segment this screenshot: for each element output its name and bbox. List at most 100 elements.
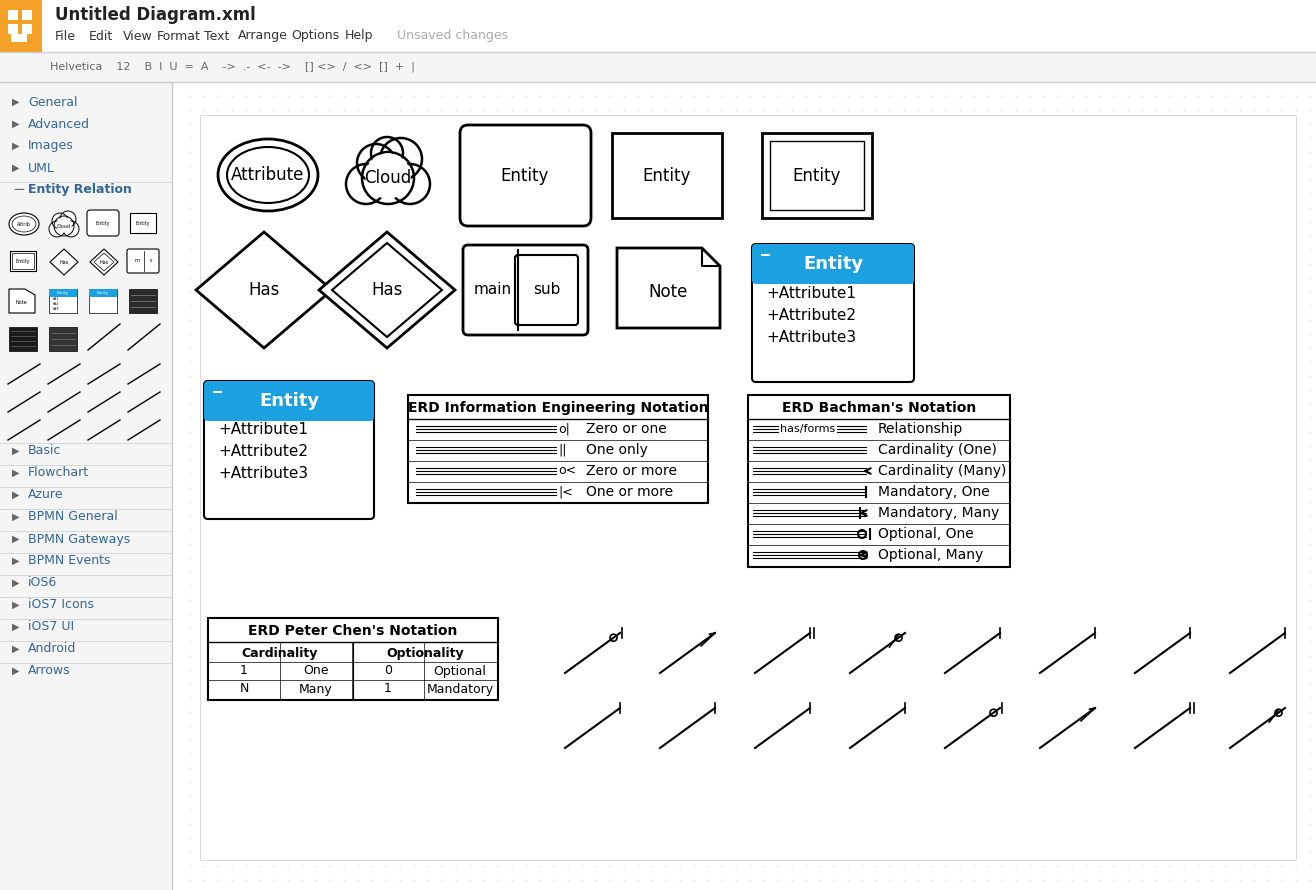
Text: Unsaved changes: Unsaved changes — [397, 29, 508, 43]
Text: iOS7 UI: iOS7 UI — [28, 620, 74, 634]
Text: ▶: ▶ — [12, 556, 20, 566]
Text: +Attribute1: +Attribute1 — [218, 423, 308, 438]
Text: Android: Android — [28, 643, 76, 656]
Text: +A3: +A3 — [53, 307, 59, 311]
Polygon shape — [50, 249, 78, 275]
Circle shape — [362, 152, 415, 204]
Text: Mandatory, One: Mandatory, One — [878, 485, 990, 499]
FancyBboxPatch shape — [208, 403, 370, 417]
Text: BPMN General: BPMN General — [28, 511, 117, 523]
Text: ▶: ▶ — [12, 141, 20, 151]
Text: Optionality: Optionality — [386, 646, 463, 659]
Text: +Attribute3: +Attribute3 — [218, 466, 308, 481]
Ellipse shape — [9, 213, 39, 235]
Text: iOS7 Icons: iOS7 Icons — [28, 598, 93, 611]
Text: 1: 1 — [384, 683, 392, 695]
Circle shape — [49, 221, 64, 237]
Text: s: s — [150, 258, 153, 263]
Text: ▶: ▶ — [12, 600, 20, 610]
Text: BPMN Events: BPMN Events — [28, 554, 111, 568]
Circle shape — [63, 221, 79, 237]
Text: |<: |< — [558, 486, 572, 498]
Text: Mandatory, Many: Mandatory, Many — [878, 506, 999, 520]
Text: Edit: Edit — [89, 29, 113, 43]
Text: +A1: +A1 — [53, 297, 59, 301]
Text: Entity: Entity — [792, 167, 841, 185]
Polygon shape — [318, 232, 455, 348]
Text: Entity: Entity — [136, 221, 150, 225]
Text: Advanced: Advanced — [28, 117, 89, 131]
FancyBboxPatch shape — [128, 249, 159, 273]
Polygon shape — [617, 248, 720, 328]
Text: +Attribute2: +Attribute2 — [218, 444, 308, 459]
Circle shape — [346, 164, 386, 204]
Text: One: One — [303, 665, 329, 677]
Text: Mandatory: Mandatory — [426, 683, 494, 695]
Text: Has: Has — [100, 260, 109, 264]
Text: +A2: +A2 — [53, 302, 59, 306]
FancyBboxPatch shape — [751, 244, 915, 382]
Text: +Attribute3: +Attribute3 — [766, 329, 857, 344]
Circle shape — [57, 218, 71, 232]
Text: ERD Information Engineering Notation: ERD Information Engineering Notation — [408, 401, 708, 415]
FancyBboxPatch shape — [208, 618, 497, 700]
Text: 0: 0 — [384, 665, 392, 677]
Text: Entity: Entity — [57, 291, 68, 295]
FancyBboxPatch shape — [0, 52, 1316, 82]
Text: Has: Has — [59, 260, 68, 264]
Text: BPMN Gateways: BPMN Gateways — [28, 532, 130, 546]
Text: ▶: ▶ — [12, 468, 20, 478]
Text: Entity: Entity — [501, 167, 549, 185]
Text: Cloud: Cloud — [57, 223, 71, 229]
FancyBboxPatch shape — [204, 381, 374, 519]
FancyBboxPatch shape — [12, 253, 34, 269]
Text: Note: Note — [14, 301, 26, 305]
FancyBboxPatch shape — [9, 327, 37, 351]
Text: Optional, Many: Optional, Many — [878, 548, 983, 562]
Ellipse shape — [218, 139, 318, 211]
FancyBboxPatch shape — [172, 82, 1316, 890]
Text: Text: Text — [204, 29, 229, 43]
Text: Options: Options — [292, 29, 340, 43]
FancyBboxPatch shape — [129, 289, 157, 313]
Text: Images: Images — [28, 140, 74, 152]
Text: Helvetica    12    B  I  U  =  A    ->  .-  <-  ->    [] <>  /  <>  []  +  |: Helvetica 12 B I U = A -> .- <- -> [] <>… — [50, 61, 415, 72]
Text: ▶: ▶ — [12, 622, 20, 632]
FancyBboxPatch shape — [8, 10, 18, 20]
Text: Cardinality: Cardinality — [242, 646, 318, 659]
Circle shape — [380, 138, 422, 180]
Text: Entity: Entity — [96, 221, 111, 225]
Text: ▶: ▶ — [12, 534, 20, 544]
Text: Cardinality (One): Cardinality (One) — [878, 443, 998, 457]
FancyBboxPatch shape — [755, 266, 909, 280]
Text: Has: Has — [371, 281, 403, 299]
FancyBboxPatch shape — [515, 255, 578, 325]
Text: Entity: Entity — [97, 291, 109, 295]
Text: Help: Help — [345, 29, 374, 43]
Text: main: main — [474, 282, 512, 297]
Text: Attrib: Attrib — [17, 222, 32, 226]
Text: Note: Note — [649, 283, 688, 301]
Text: −: − — [12, 182, 25, 198]
Text: Optional, One: Optional, One — [878, 527, 974, 541]
FancyBboxPatch shape — [408, 395, 708, 503]
Text: Cloud: Cloud — [365, 169, 412, 187]
Text: One only: One only — [586, 443, 647, 457]
Text: ▶: ▶ — [12, 490, 20, 500]
FancyBboxPatch shape — [49, 289, 78, 313]
FancyBboxPatch shape — [49, 327, 78, 351]
Text: Azure: Azure — [28, 489, 63, 501]
Text: View: View — [122, 29, 153, 43]
Circle shape — [357, 144, 395, 182]
Text: m: m — [134, 258, 139, 263]
FancyBboxPatch shape — [612, 133, 722, 218]
FancyBboxPatch shape — [11, 251, 36, 271]
Text: +Attribute2: +Attribute2 — [766, 308, 855, 322]
Text: Entity: Entity — [642, 167, 691, 185]
Text: Untitled Diagram.xml: Untitled Diagram.xml — [55, 6, 255, 24]
Polygon shape — [9, 289, 36, 313]
Text: ERD Peter Chen's Notation: ERD Peter Chen's Notation — [249, 624, 458, 638]
Text: One or more: One or more — [586, 485, 672, 499]
Text: Entity: Entity — [803, 255, 863, 273]
Text: Zero or more: Zero or more — [586, 464, 676, 478]
